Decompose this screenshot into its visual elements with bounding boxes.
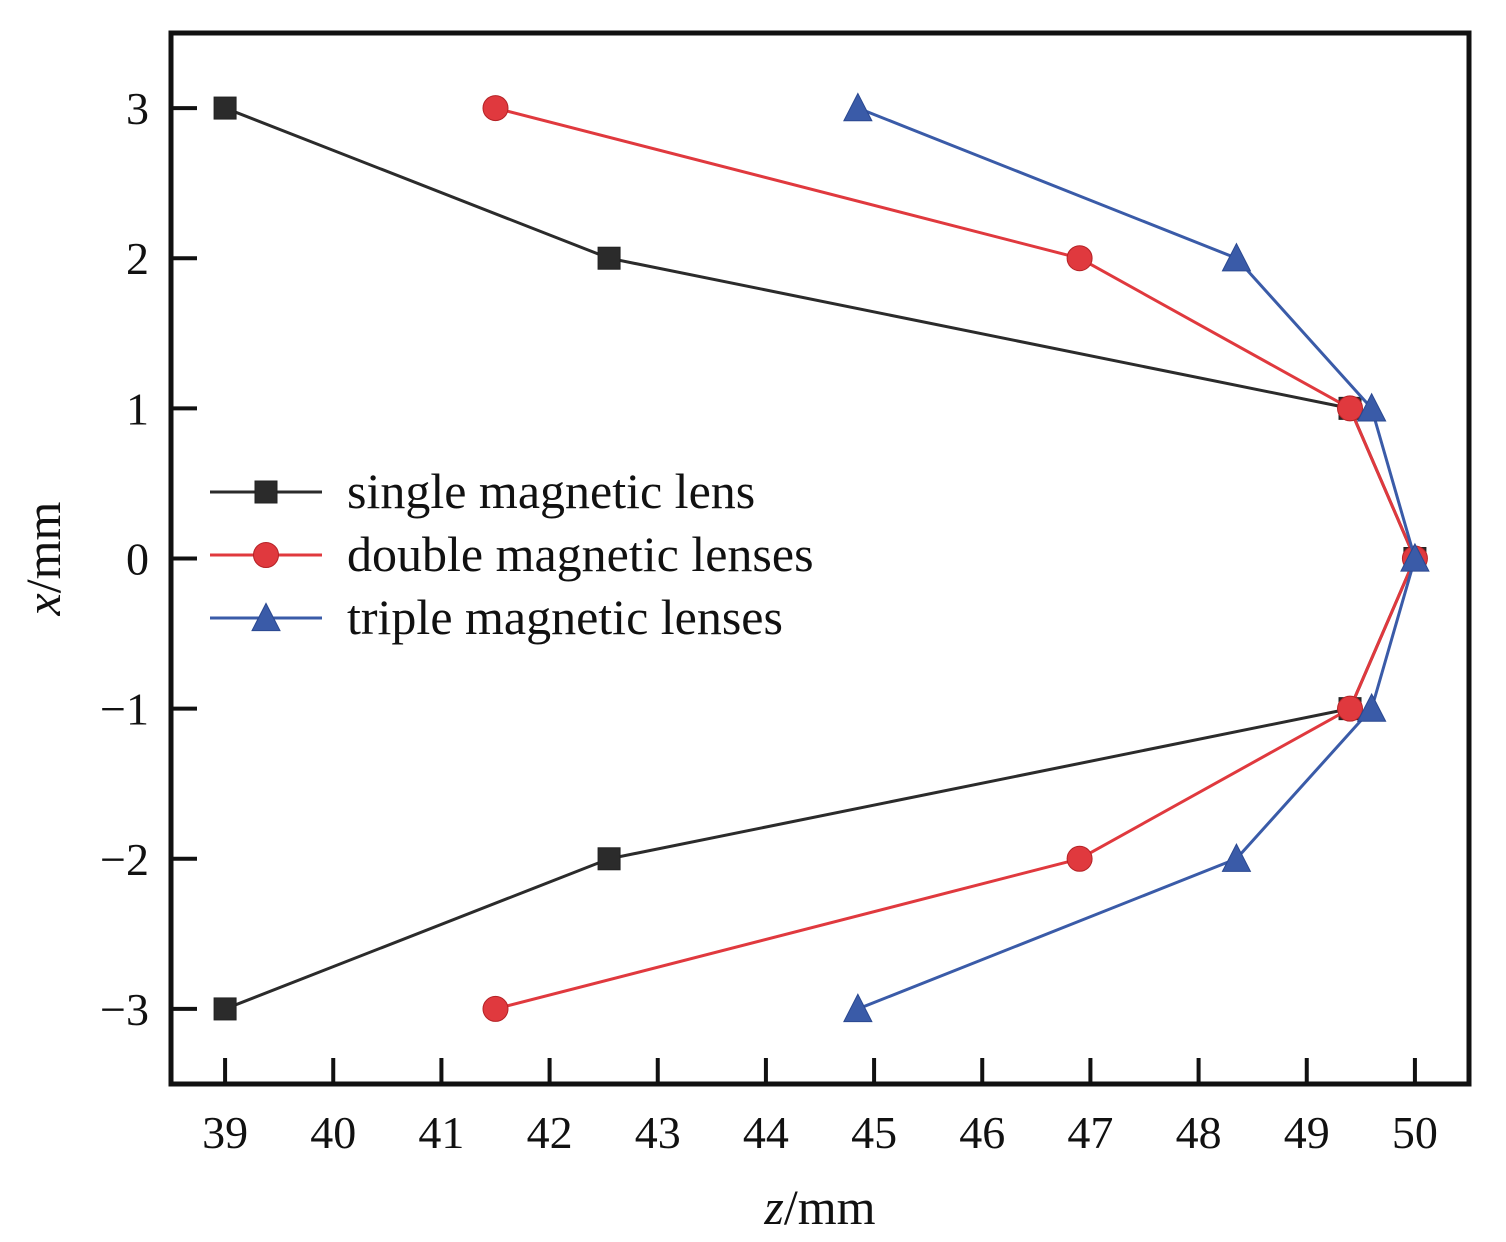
x-tick-label: 41 <box>418 1107 464 1158</box>
legend-label: single magnetic lens <box>347 463 755 519</box>
y-tick-label: −3 <box>100 984 149 1035</box>
triangle-marker <box>1356 392 1387 422</box>
x-tick-label: 49 <box>1284 1107 1330 1158</box>
x-axis-variable: z <box>763 1179 783 1235</box>
x-tick-label: 40 <box>310 1107 356 1158</box>
y-tick-label: 3 <box>126 83 149 134</box>
x-tick-label: 39 <box>202 1107 248 1158</box>
x-tick-label: 44 <box>743 1107 789 1158</box>
circle-marker <box>1066 245 1093 272</box>
circle-marker <box>482 995 509 1022</box>
triangle-marker <box>1356 692 1387 722</box>
square-marker <box>597 847 621 871</box>
circle-marker <box>1066 845 1093 872</box>
triangle-marker <box>1221 242 1252 272</box>
legend-label: double magnetic lenses <box>347 526 814 582</box>
triangle-marker <box>843 92 873 122</box>
x-axis-unit: /mm <box>784 1179 876 1235</box>
y-tick-label: −1 <box>100 684 149 735</box>
circle-marker <box>1337 395 1364 422</box>
series-3 <box>843 92 1430 1023</box>
axis-ticks: 39 40 41 42 43 44 45 46 47 48 49 50 3 2 1 0 −1 −2 −3 <box>100 83 1438 1158</box>
x-tick-label: 50 <box>1392 1107 1438 1158</box>
x-tick-label: 42 <box>527 1107 573 1158</box>
legend-entry: double magnetic lenses <box>210 526 814 582</box>
square-marker <box>597 246 621 270</box>
series-layer <box>213 92 1430 1023</box>
square-marker <box>213 96 237 120</box>
x-tick-label: 46 <box>959 1107 1005 1158</box>
x-tick-label: 47 <box>1067 1107 1113 1158</box>
x-tick-label: 45 <box>851 1107 897 1158</box>
triangle-marker <box>1400 542 1430 572</box>
triangle-marker <box>251 602 281 632</box>
y-tick-label: 0 <box>126 534 149 585</box>
legend-entry: single magnetic lens <box>210 463 755 519</box>
circle-marker <box>482 95 509 122</box>
y-tick-label: −2 <box>100 834 149 885</box>
y-axis-variable: x <box>15 593 71 616</box>
x-tick-label: 43 <box>635 1107 681 1158</box>
x-tick-label: 48 <box>1176 1107 1222 1158</box>
square-marker <box>254 480 278 504</box>
legend-label: triple magnetic lenses <box>347 589 783 645</box>
legend-entry: triple magnetic lenses <box>210 589 783 645</box>
circle-marker <box>253 542 279 568</box>
y-axis-title: x/mm <box>15 501 71 616</box>
y-tick-label: 1 <box>126 383 149 434</box>
y-axis-unit: /mm <box>15 501 71 593</box>
circle-marker <box>1337 695 1364 722</box>
triangle-marker <box>843 993 873 1023</box>
x-axis-title: z/mm <box>763 1179 875 1235</box>
square-marker <box>213 997 237 1021</box>
triangle-marker <box>1221 843 1252 872</box>
legend: single magnetic lens double magnetic lens… <box>210 463 814 645</box>
series-line <box>857 106 1417 1011</box>
y-tick-label: 2 <box>126 233 149 284</box>
